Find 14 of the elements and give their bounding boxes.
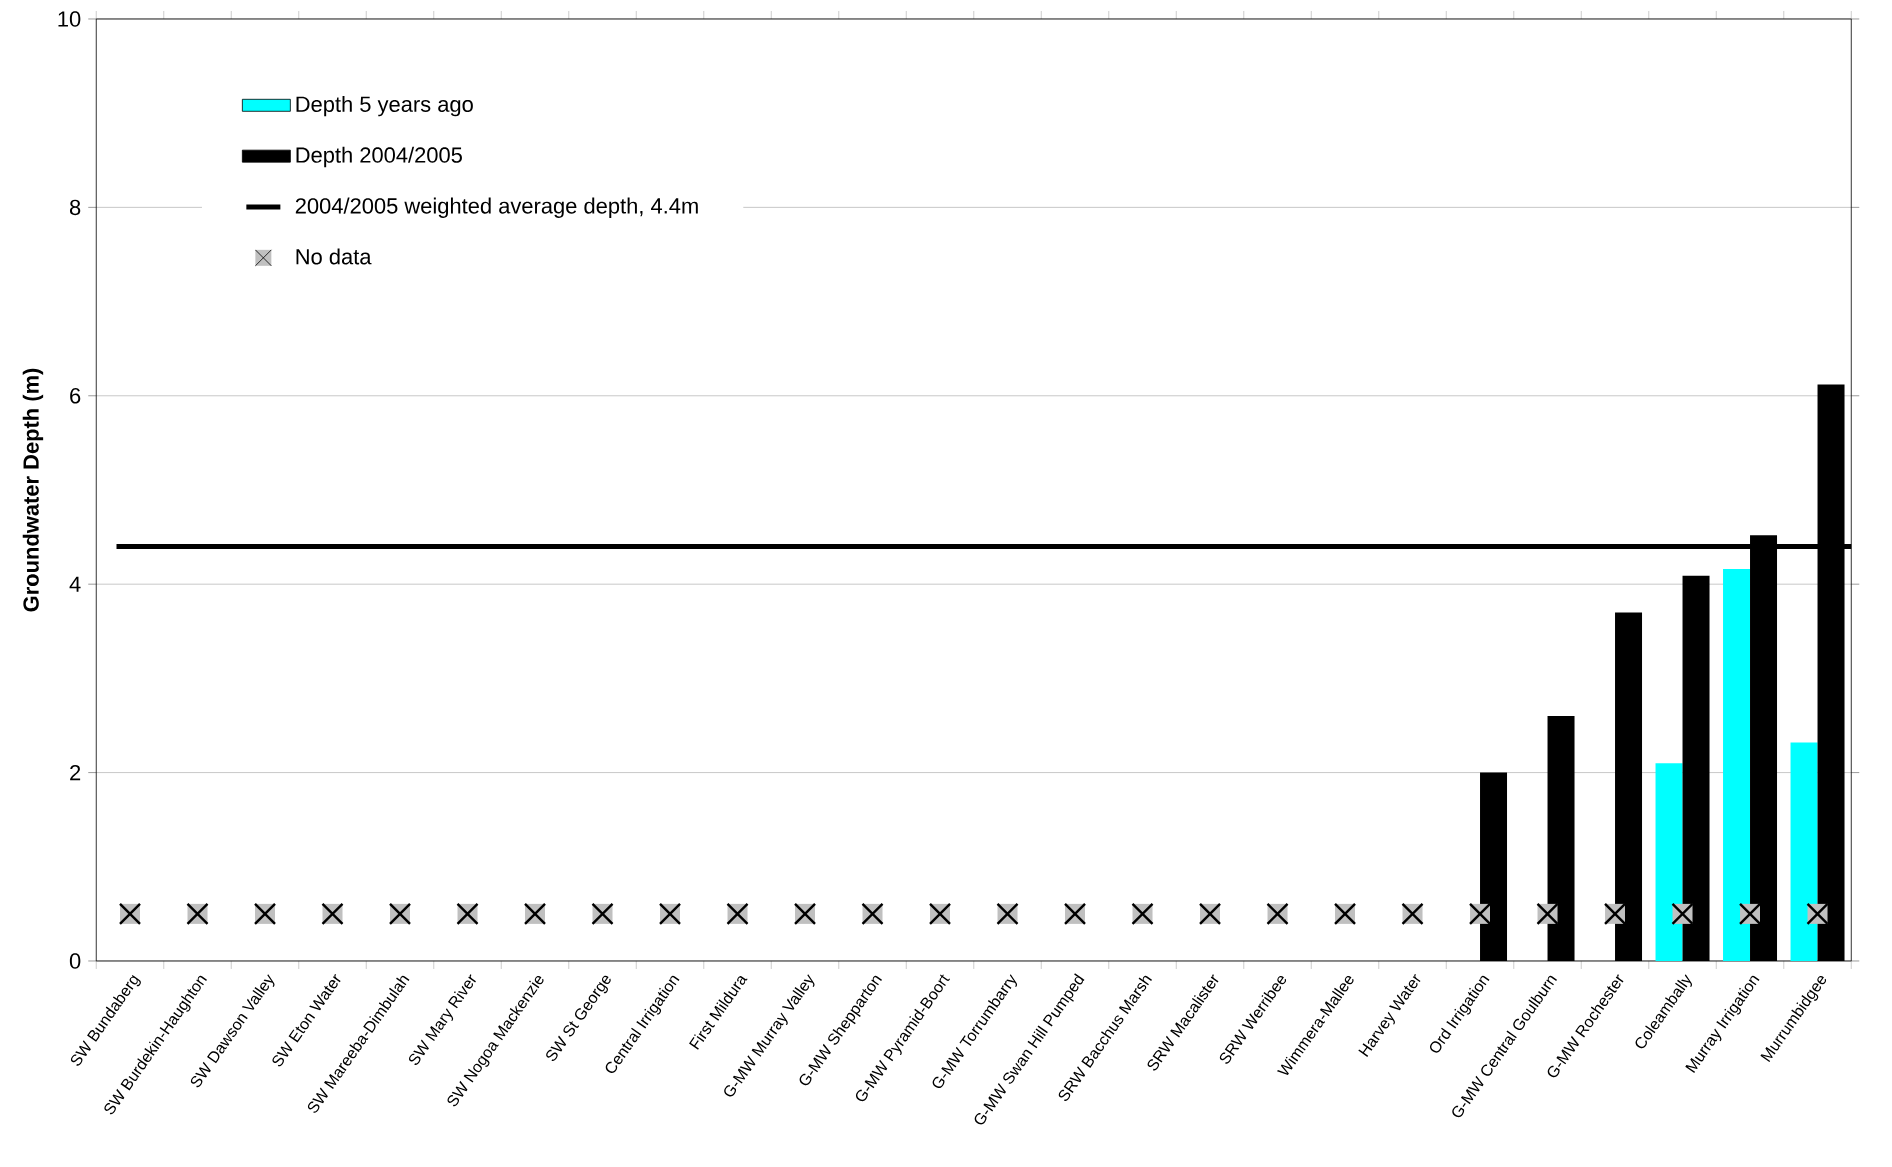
bar xyxy=(1723,569,1751,961)
legend-label: No data xyxy=(296,248,372,265)
y-tick-label: 6 xyxy=(70,388,81,404)
y-tick-label: 2 xyxy=(70,764,81,781)
y-tick-label: 8 xyxy=(69,199,81,216)
bar xyxy=(1790,742,1818,961)
y-tick-label: 0 xyxy=(69,953,81,969)
y-tick-label: 4 xyxy=(69,576,81,592)
bar xyxy=(1655,763,1683,961)
legend-label: Depth 2004/2005 xyxy=(296,146,462,168)
legend-label: 2004/2005 weighted average depth, 4.4m xyxy=(295,197,698,218)
legend-label: Depth 5 years ago xyxy=(296,95,473,117)
y-tick-label: 10 xyxy=(58,11,81,27)
y-axis-title: Groundwater Depth (m) xyxy=(22,368,44,612)
